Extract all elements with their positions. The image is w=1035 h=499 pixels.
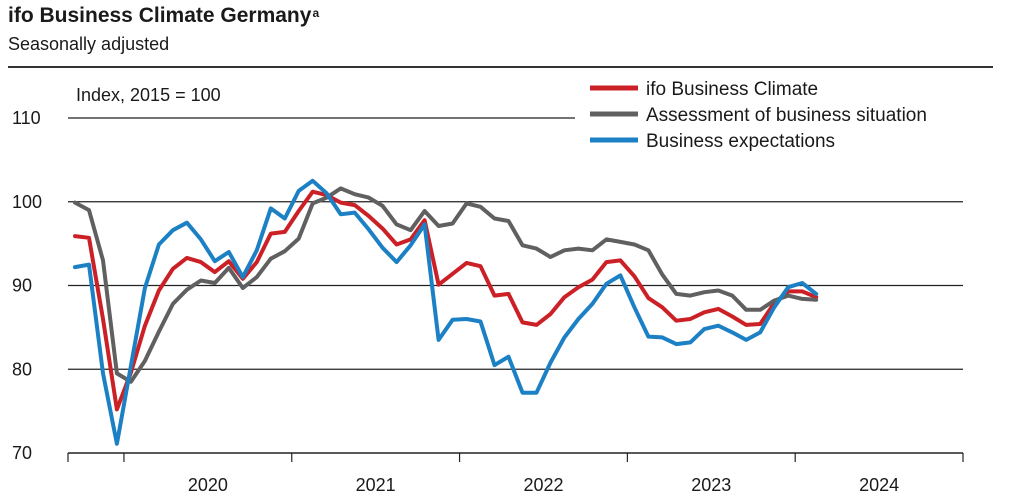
y-tick-label: 80 bbox=[12, 359, 32, 379]
y-tick-label: 70 bbox=[12, 443, 32, 463]
legend-label: ifo Business Climate bbox=[646, 79, 818, 100]
legend: ifo Business Climate Assessment of busine… bbox=[590, 79, 927, 152]
legend-background bbox=[575, 72, 975, 160]
x-tick-label: 2022 bbox=[523, 475, 563, 495]
series-lines bbox=[73, 178, 819, 446]
legend-label: Business expectations bbox=[646, 131, 835, 152]
x-tick-label: 2024 bbox=[859, 475, 899, 495]
x-tick-label: 2020 bbox=[188, 475, 228, 495]
y-tick-label: 100 bbox=[12, 192, 42, 212]
unit-label: Index, 2015 = 100 bbox=[76, 85, 221, 105]
x-tick-label: 2021 bbox=[356, 475, 396, 495]
chart-title-text: ifo Business Climate Germany bbox=[8, 4, 312, 27]
series-line bbox=[73, 189, 819, 412]
header-rule bbox=[8, 66, 993, 68]
y-tick-label: 90 bbox=[12, 276, 32, 296]
legend-label: Assessment of business situation bbox=[646, 105, 927, 126]
x-axis: 2020 2021 2022 2023 2024 bbox=[67, 452, 964, 495]
title-footnote-marker: a bbox=[312, 6, 320, 20]
chart-subtitle: Seasonally adjusted bbox=[8, 34, 170, 54]
y-tick-label: 110 bbox=[12, 108, 41, 128]
x-tick-label: 2023 bbox=[691, 475, 731, 495]
series-line bbox=[73, 178, 819, 446]
y-axis-tick-labels: 70 80 90 100 110 bbox=[12, 108, 42, 463]
series-line bbox=[73, 186, 819, 384]
chart-title: ifo Business Climate Germanya bbox=[8, 4, 319, 28]
